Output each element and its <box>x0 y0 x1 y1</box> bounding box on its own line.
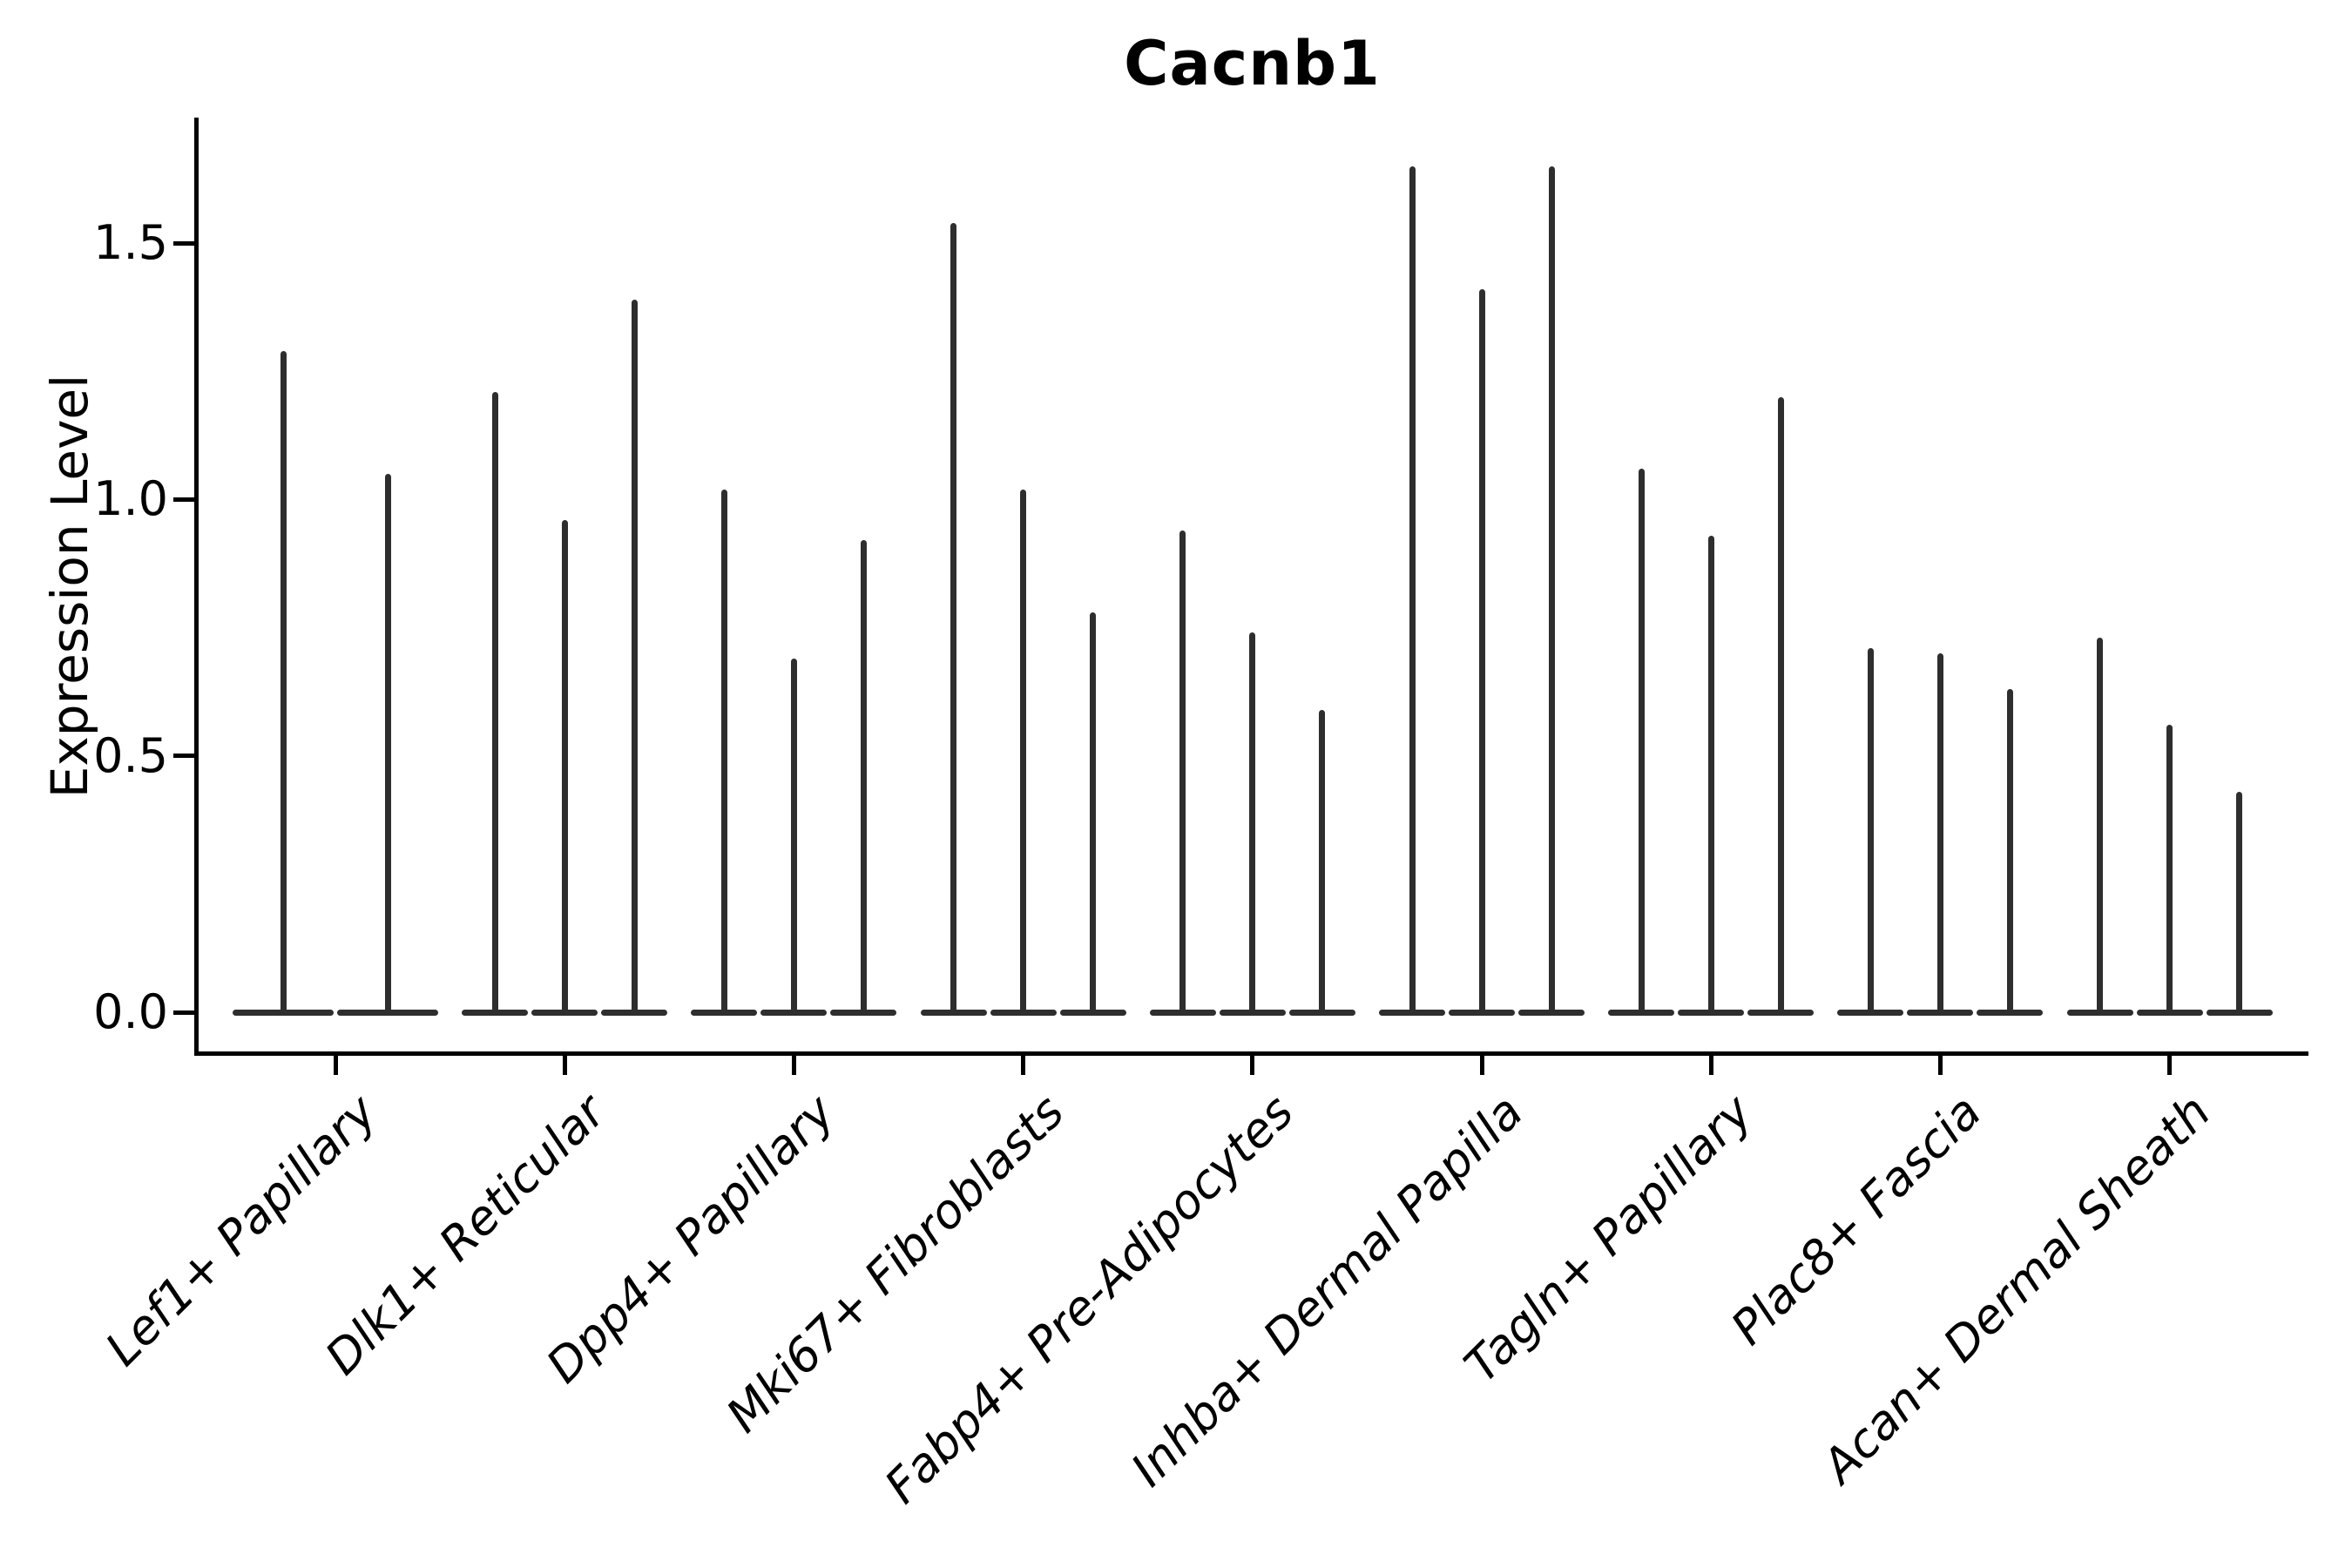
violin-spike <box>1090 612 1097 1016</box>
violin-spike <box>1020 489 1027 1016</box>
violin-spike <box>2166 725 2173 1016</box>
violin-spike <box>1777 396 1784 1016</box>
violin-spike <box>720 489 727 1016</box>
x-tick-mark <box>1250 1056 1255 1075</box>
x-tick-mark <box>1479 1056 1484 1075</box>
y-axis-spine <box>194 118 199 1056</box>
x-tick-label: Plac8+ Fascia <box>1720 1084 1992 1355</box>
y-tick-label: 1.5 <box>93 215 168 271</box>
x-tick-label: Acan+ Dermal Sheath <box>1811 1084 2221 1494</box>
x-tick-label: Fabp4+ Pre-Adipocytes <box>874 1084 1304 1514</box>
violin-spike <box>950 222 957 1016</box>
violin-spike <box>2097 638 2104 1016</box>
x-tick-mark <box>333 1056 338 1075</box>
x-axis-spine <box>194 1051 2308 1056</box>
violin-spike <box>1409 166 1416 1016</box>
violin-spike <box>1638 469 1645 1016</box>
violin-spike <box>631 299 638 1016</box>
y-tick-label: 1.0 <box>93 471 168 527</box>
violin-spike <box>384 473 391 1016</box>
chart-title: Cacnb1 <box>1124 28 1381 99</box>
x-tick-mark <box>1937 1056 1943 1075</box>
x-tick-mark <box>1021 1056 1026 1075</box>
x-tick-mark <box>1708 1056 1713 1075</box>
y-tick-label: 0.5 <box>93 727 168 783</box>
violin-spike <box>1867 648 1874 1016</box>
y-tick-mark <box>173 754 194 759</box>
violin-spike <box>2006 689 2013 1016</box>
violin-spike <box>1548 166 1555 1016</box>
violin-spike <box>491 391 498 1016</box>
violin-spike <box>1249 632 1256 1016</box>
x-tick-mark <box>562 1056 567 1075</box>
violin-spike <box>790 658 797 1016</box>
violin-spike <box>1478 289 1485 1016</box>
y-tick-mark <box>173 240 194 246</box>
violin-spike <box>1936 652 1943 1016</box>
violin-spike <box>860 540 867 1016</box>
violin-spike <box>280 350 287 1016</box>
violin-spike <box>1707 535 1714 1016</box>
x-tick-mark <box>791 1056 796 1075</box>
y-tick-mark <box>173 1010 194 1015</box>
violin-spike <box>1319 709 1326 1016</box>
violin-spike <box>2236 791 2243 1016</box>
y-tick-label: 0.0 <box>93 984 168 1039</box>
y-tick-mark <box>173 497 194 502</box>
violin-spike <box>1179 530 1186 1016</box>
x-tick-mark <box>2167 1056 2173 1075</box>
violin-spike <box>561 519 568 1016</box>
x-tick-label: Inhba+ Dermal Papilla <box>1120 1084 1534 1497</box>
